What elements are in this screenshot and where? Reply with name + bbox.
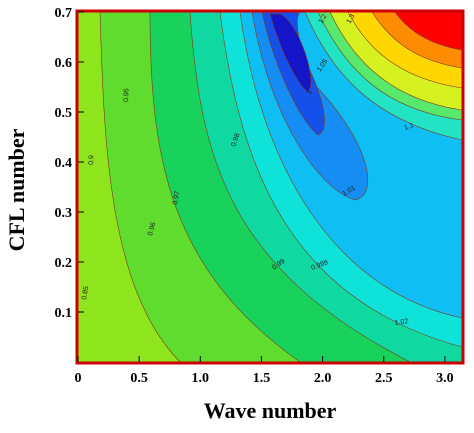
x-tick-label: 3.0 (436, 371, 454, 386)
contour-label-1.1: 1.1 (403, 122, 415, 132)
y-axis-label: CFL number (4, 128, 29, 251)
y-tick-label: 0.5 (55, 106, 73, 121)
contour-label-0.98: 0.98 (230, 132, 241, 147)
contour-label-1.3: 1.3 (346, 13, 357, 25)
y-tick-label: 0.6 (55, 56, 73, 71)
contour-label-0.97: 0.97 (172, 191, 181, 206)
y-tick-label: 0.4 (55, 156, 73, 171)
x-axis-label: Wave number (204, 398, 337, 423)
x-tick-label: 0 (75, 371, 82, 386)
y-tick-label: 0.2 (55, 256, 73, 271)
y-tick-label: 0.1 (55, 306, 73, 321)
y-tick-label: 0.3 (55, 206, 73, 221)
y-axis-ticks: 0.1 0.2 0.3 0.4 0.5 0.6 0.7 (55, 6, 84, 321)
x-tick-label: 1.5 (253, 371, 271, 386)
contour-label-0.9: 0.9 (88, 155, 95, 165)
contour-label-1.2: 1.2 (318, 13, 329, 25)
plot-area (78, 12, 462, 362)
y-tick-label: 0.7 (55, 6, 73, 21)
plot-frame (75, 9, 465, 365)
x-tick-label: 2.0 (314, 371, 332, 386)
contour-label-1.02: 1.02 (394, 318, 409, 327)
contour-label-0.85: 0.85 (81, 286, 90, 301)
x-tick-label: 1.0 (192, 371, 210, 386)
x-tick-label: 0.5 (130, 371, 148, 386)
x-tick-label: 2.5 (375, 371, 393, 386)
contour-label-0.95: 0.95 (123, 88, 130, 102)
contour-label-0.96: 0.96 (147, 221, 157, 236)
x-axis-ticks: 0 0.5 1.0 1.5 2.0 2.5 3.0 (75, 356, 454, 386)
contour-label-1: 1 (306, 89, 314, 96)
region-0.999 (261, 12, 325, 136)
region-1 (269, 13, 312, 93)
